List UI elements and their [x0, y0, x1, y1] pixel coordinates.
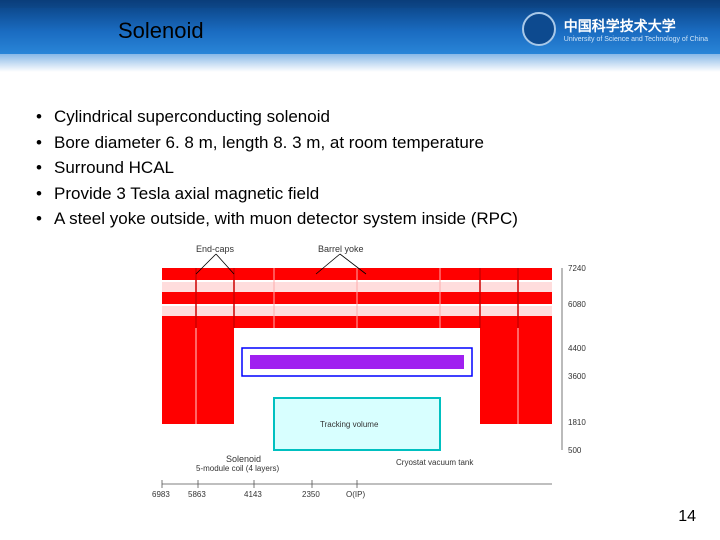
bullet-item: Cylindrical superconducting solenoid	[30, 104, 690, 130]
bullet-list: Cylindrical superconducting solenoid Bor…	[30, 104, 690, 232]
dim-bottom: O(IP)	[346, 490, 365, 499]
content-area: Cylindrical superconducting solenoid Bor…	[0, 72, 720, 232]
dim-right: 4400	[568, 344, 586, 353]
slide-title: Solenoid	[118, 18, 204, 44]
solenoid-diagram: End-caps Barrel yoke Solenoid 5-module c…	[126, 248, 606, 508]
bullet-item: Surround HCAL	[30, 155, 690, 181]
dim-right: 1810	[568, 418, 586, 427]
bullet-item: Provide 3 Tesla axial magnetic field	[30, 181, 690, 207]
label-endcaps: End-caps	[196, 244, 234, 254]
university-name-cn: 中国科学技术大学	[564, 16, 708, 36]
label-cryostat: Cryostat vacuum tank	[396, 458, 473, 467]
bullet-item: Bore diameter 6. 8 m, length 8. 3 m, at …	[30, 130, 690, 156]
dim-bottom: 5863	[188, 490, 206, 499]
dim-right: 3600	[568, 372, 586, 381]
dim-bottom: 2350	[302, 490, 320, 499]
label-solenoid: Solenoid	[226, 454, 261, 464]
dim-right: 7240	[568, 264, 586, 273]
header-banner: Solenoid 中国科学技术大学 University of Science …	[0, 0, 720, 72]
label-solenoid-sub: 5-module coil (4 layers)	[196, 464, 279, 473]
label-barrel: Barrel yoke	[318, 244, 364, 254]
page-number: 14	[678, 508, 696, 526]
dim-bottom: 4143	[244, 490, 262, 499]
label-tracking: Tracking volume	[320, 420, 378, 429]
university-logo: 中国科学技术大学 University of Science and Techn…	[522, 12, 708, 46]
dim-right: 500	[568, 446, 581, 455]
logo-seal-icon	[522, 12, 556, 46]
bullet-item: A steel yoke outside, with muon detector…	[30, 206, 690, 232]
university-name-en: University of Science and Technology of …	[564, 36, 708, 43]
dim-right: 6080	[568, 300, 586, 309]
dim-bottom: 6983	[152, 490, 170, 499]
